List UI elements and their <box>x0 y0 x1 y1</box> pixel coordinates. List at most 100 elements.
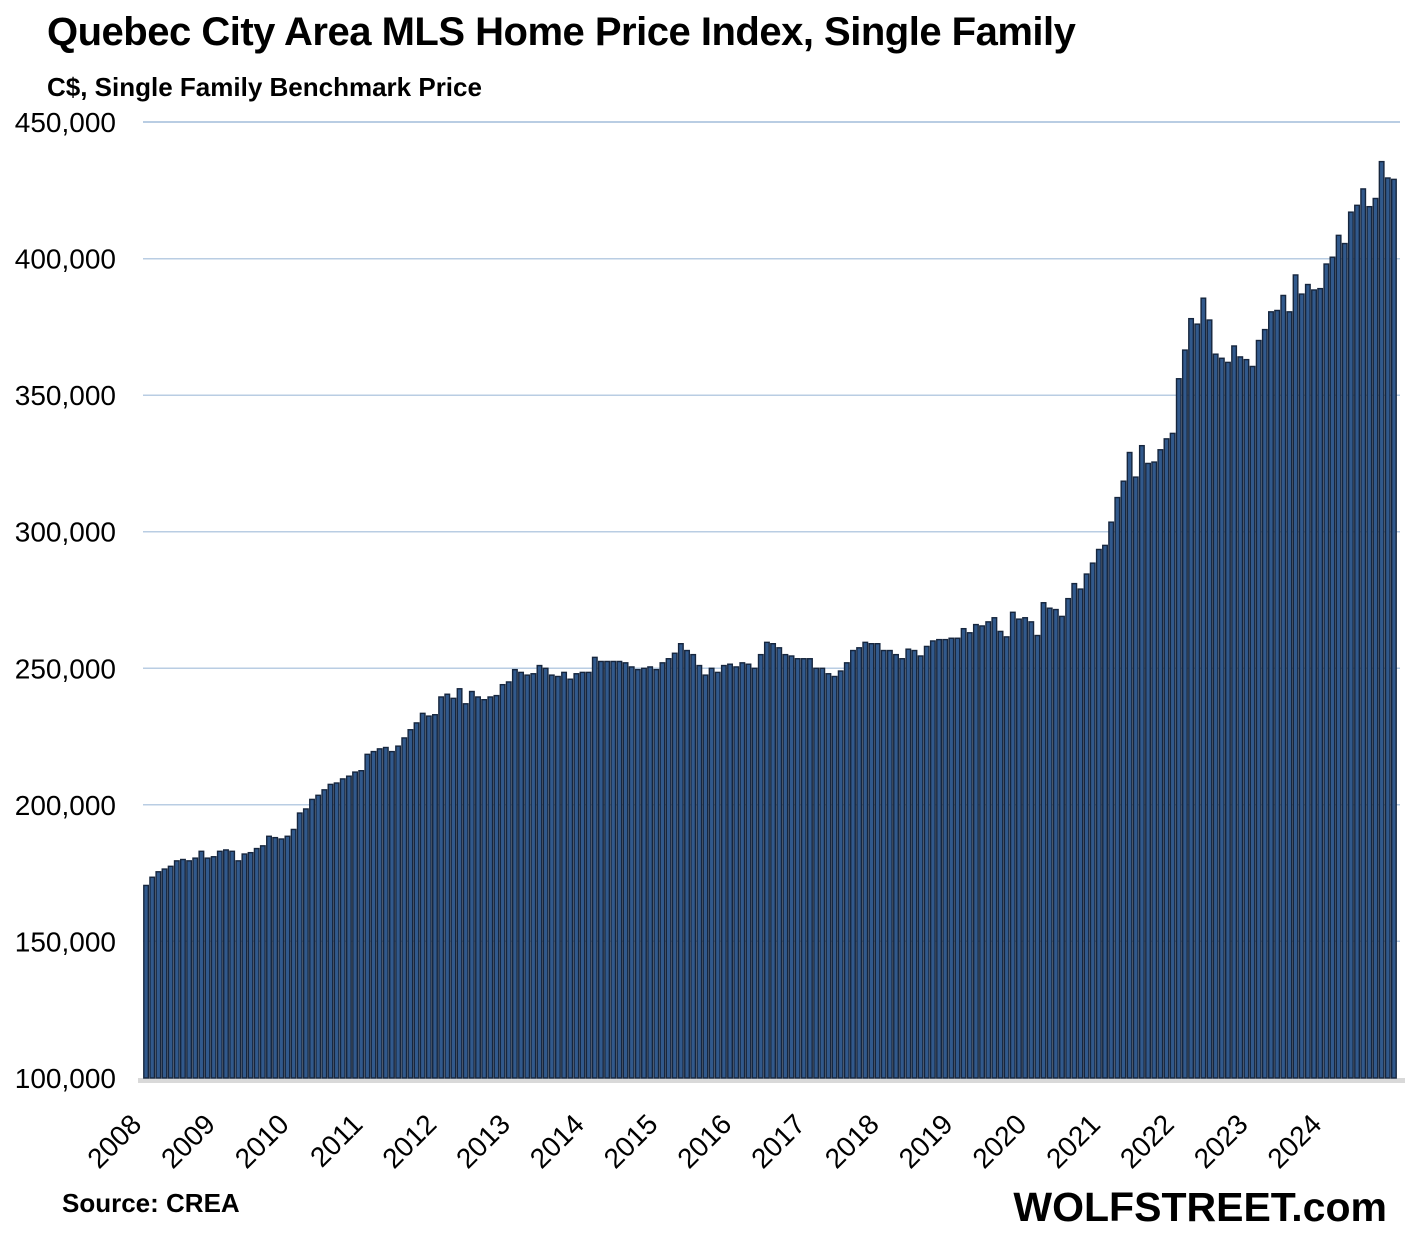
x-tick-label: 2012 <box>376 1108 442 1174</box>
x-tick-label: 2016 <box>671 1108 737 1174</box>
bar <box>1268 311 1274 1079</box>
bar <box>997 630 1004 1079</box>
bar <box>1200 297 1207 1079</box>
bar <box>966 632 973 1079</box>
bar <box>886 649 893 1079</box>
bar <box>751 667 758 1079</box>
bar <box>819 667 826 1079</box>
bar <box>813 667 820 1079</box>
bar <box>229 850 236 1079</box>
x-tick-label: 2020 <box>966 1108 1032 1174</box>
bar <box>825 673 832 1079</box>
bar <box>653 668 660 1079</box>
bar <box>1311 289 1317 1079</box>
bar <box>720 664 727 1079</box>
bar <box>1077 588 1084 1079</box>
bar <box>456 688 463 1079</box>
bar <box>733 666 740 1079</box>
bar <box>862 641 869 1079</box>
x-tick-label: 2014 <box>524 1108 590 1174</box>
chart-subtitle-y-axis-units: C$, Single Family Benchmark Price <box>47 72 482 102</box>
bar <box>524 674 531 1079</box>
bar <box>1218 357 1225 1079</box>
bar <box>407 729 414 1079</box>
bar <box>290 828 297 1079</box>
bar <box>235 860 242 1079</box>
bar <box>468 690 475 1079</box>
bar <box>684 649 690 1079</box>
bar <box>610 660 617 1079</box>
y-tick-label: 250,000 <box>15 653 116 684</box>
bar <box>438 696 445 1079</box>
bar <box>1237 356 1244 1079</box>
bar <box>985 621 992 1079</box>
bar <box>542 667 549 1079</box>
bar <box>1317 287 1324 1079</box>
bar <box>702 674 709 1079</box>
bar <box>388 750 395 1079</box>
bar <box>843 662 850 1079</box>
y-tick-label: 400,000 <box>15 244 116 275</box>
bar <box>536 664 543 1079</box>
bar <box>1274 309 1281 1079</box>
bar <box>382 746 389 1079</box>
bar <box>850 649 856 1079</box>
bar <box>1243 358 1250 1079</box>
bar <box>1071 582 1078 1079</box>
bar <box>1059 615 1065 1079</box>
bar <box>659 662 666 1079</box>
bar <box>179 858 186 1079</box>
bar <box>800 658 807 1079</box>
bar <box>911 649 918 1079</box>
bar <box>302 808 309 1079</box>
bar <box>1022 617 1029 1079</box>
bar <box>831 675 838 1079</box>
bar <box>223 849 229 1079</box>
bar <box>1390 178 1397 1079</box>
x-tick-label: 2009 <box>155 1108 221 1174</box>
bar <box>917 655 924 1079</box>
bar <box>1040 602 1047 1079</box>
bar <box>161 868 168 1079</box>
bar <box>1114 496 1121 1079</box>
x-tick-label: 2023 <box>1188 1108 1254 1174</box>
bar <box>204 857 211 1079</box>
bar <box>972 623 979 1079</box>
bar <box>364 753 371 1079</box>
bar <box>1280 294 1287 1079</box>
bar <box>948 637 955 1079</box>
bar <box>210 856 217 1079</box>
y-axis-labels: 450,000 400,000 350,000 300,000 250,000 200,0… <box>15 107 116 1094</box>
bar <box>936 638 943 1079</box>
bar <box>597 660 604 1079</box>
bar <box>259 845 266 1079</box>
bar <box>1261 328 1268 1079</box>
bar <box>1138 444 1145 1079</box>
bar <box>604 660 611 1079</box>
bar <box>671 652 678 1079</box>
y-tick-label: 300,000 <box>15 517 116 548</box>
bar <box>216 850 223 1079</box>
x-tick-label: 2019 <box>893 1108 959 1174</box>
bar <box>1286 311 1293 1079</box>
bar <box>401 737 408 1079</box>
bar <box>1015 618 1022 1079</box>
bar <box>1212 353 1219 1079</box>
bar <box>1341 242 1348 1079</box>
bar <box>708 667 715 1079</box>
page-title: Quebec City Area MLS Home Price Index, S… <box>47 10 1076 54</box>
bar <box>1126 451 1133 1079</box>
bar <box>1163 438 1170 1079</box>
x-axis-labels: 2008 2009 2010 2011 2012 2013 2014 2015 2016 2017… <box>81 1108 1327 1174</box>
bar <box>1298 293 1305 1079</box>
bar <box>1292 274 1299 1079</box>
bar <box>1003 636 1010 1079</box>
bar <box>1329 256 1336 1079</box>
wolfstreet-brand: WOLFSTREET.com <box>1013 1184 1387 1230</box>
bar <box>1360 188 1367 1079</box>
bar <box>1304 283 1311 1079</box>
bar <box>856 647 863 1079</box>
bar <box>622 662 629 1079</box>
bar <box>1323 263 1330 1079</box>
bar <box>591 656 598 1079</box>
